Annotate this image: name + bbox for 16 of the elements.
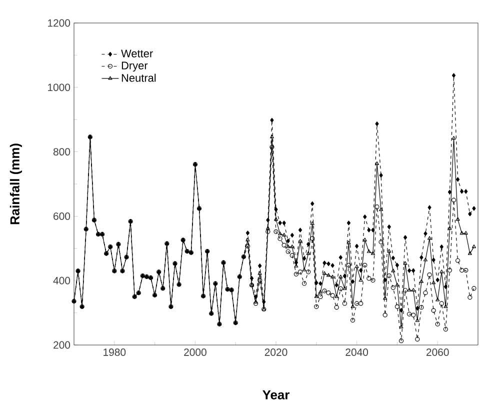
y-tick-label: 200 xyxy=(54,341,70,349)
legend-label: Wetter xyxy=(121,50,153,58)
x-tick-label: 2060 xyxy=(426,348,449,356)
x-tick-label: 2000 xyxy=(184,348,206,356)
x-tick-label: 2040 xyxy=(346,348,368,356)
y-tick-label: 1000 xyxy=(48,84,70,92)
y-tick-label: 800 xyxy=(53,148,70,156)
x-tick-label: 2020 xyxy=(264,348,288,356)
y-tick-label: 1200 xyxy=(48,19,70,27)
x-axis-title: Year xyxy=(262,390,290,400)
legend-label: Neutral xyxy=(122,74,156,82)
y-tick-label: 400 xyxy=(53,276,70,284)
x-tick-label: 1980 xyxy=(104,348,126,356)
y-tick-label: 600 xyxy=(54,212,70,220)
y-axis-title: Rainfall (mm) xyxy=(10,144,22,224)
legend-label: Dryer xyxy=(122,62,148,72)
